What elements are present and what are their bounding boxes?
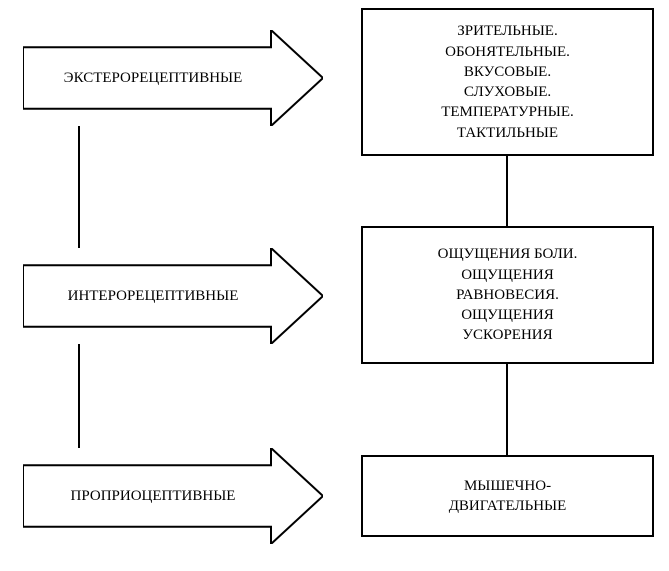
diagram-canvas: ЭКСТЕРОРЕЦЕПТИВНЫЕ ИНТЕРОРЕЦЕПТИВНЫЕ ПРО…	[0, 0, 669, 571]
arrow-label-exteroceptive: ЭКСТЕРОРЕЦЕПТИВНЫЕ	[64, 70, 283, 87]
connector-arrow-2-3	[78, 344, 80, 448]
arrow-interoceptive: ИНТЕРОРЕЦЕПТИВНЫЕ	[23, 248, 323, 344]
connector-arrow-1-2	[78, 126, 80, 248]
box-interoceptive: ОЩУЩЕНИЯ БОЛИ. ОЩУЩЕНИЯ РАВНОВЕСИЯ. ОЩУЩ…	[361, 226, 654, 364]
arrow-exteroceptive: ЭКСТЕРОРЕЦЕПТИВНЫЕ	[23, 30, 323, 126]
box-exteroceptive: ЗРИТЕЛЬНЫЕ. ОБОНЯТЕЛЬНЫЕ. ВКУСОВЫЕ. СЛУХ…	[361, 8, 654, 156]
box-text-interoceptive: ОЩУЩЕНИЯ БОЛИ. ОЩУЩЕНИЯ РАВНОВЕСИЯ. ОЩУЩ…	[438, 244, 578, 345]
arrow-proprioceptive: ПРОПРИОЦЕПТИВНЫЕ	[23, 448, 323, 544]
connector-box-2-3	[506, 364, 508, 455]
box-text-proprioceptive: МЫШЕЧНО- ДВИГАТЕЛЬНЫЕ	[449, 476, 567, 517]
box-text-exteroceptive: ЗРИТЕЛЬНЫЕ. ОБОНЯТЕЛЬНЫЕ. ВКУСОВЫЕ. СЛУХ…	[441, 21, 574, 143]
box-proprioceptive: МЫШЕЧНО- ДВИГАТЕЛЬНЫЕ	[361, 455, 654, 537]
connector-box-1-2	[506, 156, 508, 226]
arrow-label-proprioceptive: ПРОПРИОЦЕПТИВНЫЕ	[71, 488, 276, 505]
arrow-label-interoceptive: ИНТЕРОРЕЦЕПТИВНЫЕ	[68, 288, 279, 305]
